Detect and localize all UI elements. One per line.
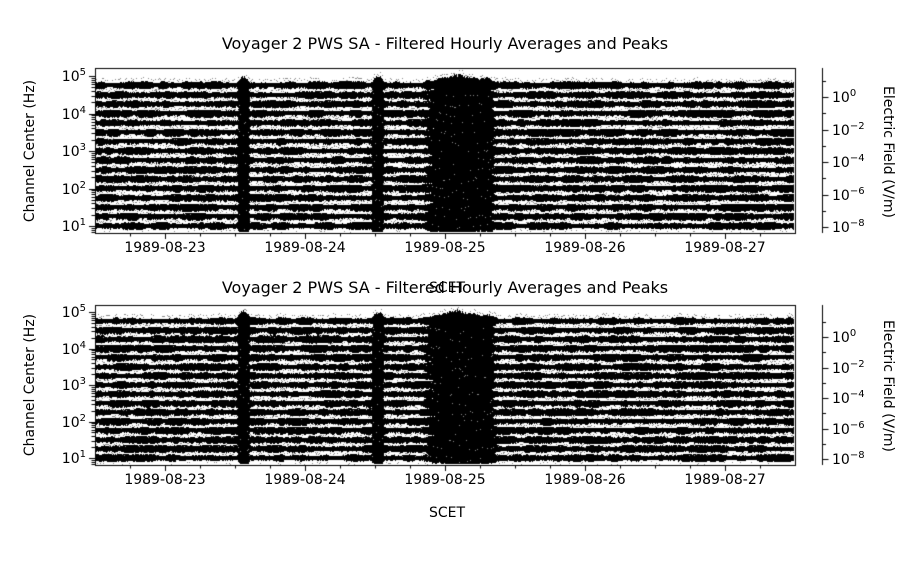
y-tick-label-left: 101: [61, 449, 86, 467]
y-tick-label-right: 10−6: [832, 185, 865, 204]
x-tick-label: 1989-08-23: [124, 240, 206, 256]
panel2-title: Voyager 2 PWS SA - Filtered Hourly Avera…: [221, 278, 669, 297]
panel2-left-axis-label: Channel Center (Hz): [22, 313, 38, 457]
y-tick-label-left: 104: [61, 104, 86, 123]
panel2-xaxis-label: SCET: [428, 505, 466, 521]
panel1-left-axis-label: Channel Center (Hz): [22, 79, 38, 223]
y-tick-label-left: 103: [61, 142, 86, 160]
y-tick-label-left: 104: [61, 339, 86, 358]
y-tick-label-right: 10−4: [832, 153, 865, 171]
x-tick-label: 1989-08-23: [124, 472, 206, 488]
panel2-right-axis-label: Electric Field (V/m): [880, 320, 896, 452]
y-tick-label-left: 102: [61, 412, 86, 431]
y-tick-label-left: 105: [61, 67, 86, 85]
y-tick-label-left: 102: [61, 179, 86, 198]
panel1-xaxis-label: SCET: [428, 280, 466, 296]
y-tick-label-right: 10−6: [832, 419, 865, 438]
y-tick-label-left: 103: [61, 376, 86, 394]
y-tick-label-right: 10−2: [832, 358, 865, 377]
panel1-title: Voyager 2 PWS SA - Filtered Hourly Avera…: [221, 34, 669, 53]
y-tick-label-left: 101: [61, 217, 86, 235]
y-tick-label-right: 10−8: [832, 450, 865, 468]
x-tick-label: 1989-08-26: [544, 240, 626, 256]
x-tick-label: 1989-08-26: [544, 472, 626, 488]
y-tick-label-right: 100: [832, 328, 857, 346]
y-tick-label-right: 10−2: [832, 120, 865, 139]
x-tick-label: 1989-08-25: [404, 472, 486, 488]
y-tick-label-left: 105: [61, 303, 86, 321]
y-tick-label-right: 10−8: [832, 218, 865, 236]
x-tick-label: 1989-08-25: [404, 240, 486, 256]
x-tick-label: 1989-08-27: [684, 240, 766, 256]
x-tick-label: 1989-08-27: [684, 472, 766, 488]
y-tick-label-right: 10−4: [832, 389, 865, 407]
panel1-right-axis-label: Electric Field (V/m): [880, 86, 896, 218]
x-tick-label: 1989-08-24: [264, 472, 346, 488]
y-tick-label-right: 100: [832, 88, 857, 106]
x-tick-label: 1989-08-24: [264, 240, 346, 256]
